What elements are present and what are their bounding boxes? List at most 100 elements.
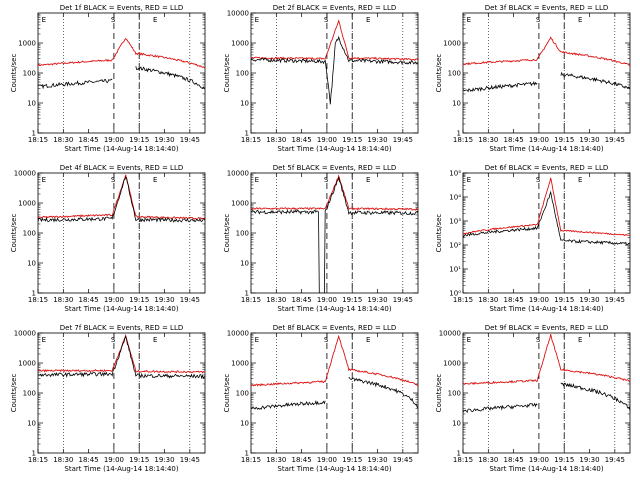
y-tick-label: 1 xyxy=(245,130,249,138)
marker-label: E xyxy=(153,336,157,344)
y-tick-label: 10⁰ xyxy=(449,290,461,298)
detector-panel-8: Det 8f BLACK = Events, RED = LLD 18:15 18:… xyxy=(223,324,419,473)
x-tick-label: 19:00 xyxy=(317,456,337,464)
panel-title: Det 2f BLACK = Events, RED = LLD xyxy=(273,4,396,12)
x-tick-label: 19:00 xyxy=(104,456,124,464)
y-tick-label: 1000 xyxy=(18,40,36,48)
y-tick-label: 100 xyxy=(236,230,249,238)
marker-label: E xyxy=(255,336,259,344)
marker-label: E xyxy=(42,16,46,24)
y-tick-label: 10000 xyxy=(14,170,36,178)
x-tick-label: 19:15 xyxy=(342,456,362,464)
y-tick-label: 1000 xyxy=(231,360,249,368)
x-tick-label: 18:30 xyxy=(53,456,73,464)
panel-title: Det 6f BLACK = Events, RED = LLD xyxy=(485,164,608,172)
x-tick-label: 19:45 xyxy=(393,296,413,304)
x-tick-label: 18:30 xyxy=(266,136,286,144)
y-tick-label: 10 xyxy=(240,420,249,428)
x-tick-label: 18:15 xyxy=(28,136,48,144)
x-tick-label: 19:30 xyxy=(579,136,599,144)
x-tick-label: 18:45 xyxy=(504,136,524,144)
y-axis-label: Counts/sec xyxy=(223,214,231,253)
detector-panel-9: Det 9f BLACK = Events, RED = LLD 18:15 18:… xyxy=(435,324,631,473)
marker-label: S xyxy=(111,16,116,24)
detector-panel-5: Det 5f BLACK = Events, RED = LLD 18:15 18:… xyxy=(223,164,419,313)
y-axis-label: Counts/sec xyxy=(223,54,231,93)
series-lld xyxy=(251,174,418,211)
x-tick-label: 18:30 xyxy=(478,136,498,144)
series-lld xyxy=(463,36,630,66)
x-tick-label: 19:00 xyxy=(104,296,124,304)
marker-label: S xyxy=(111,176,116,184)
x-tick-label: 18:15 xyxy=(241,296,261,304)
x-tick-label: 19:15 xyxy=(554,456,574,464)
x-tick-label: 19:45 xyxy=(605,136,625,144)
y-tick-label: 100 xyxy=(23,230,36,238)
x-tick-label: 18:30 xyxy=(266,456,286,464)
y-tick-label: 1000 xyxy=(18,200,36,208)
x-tick-label: 18:45 xyxy=(504,456,524,464)
y-tick-label: 10 xyxy=(27,420,36,428)
x-tick-label: 19:15 xyxy=(342,136,362,144)
y-tick-label: 10 xyxy=(452,420,461,428)
x-tick-label: 19:00 xyxy=(104,136,124,144)
series-events xyxy=(38,335,205,380)
series-lld xyxy=(463,334,630,386)
x-tick-label: 18:30 xyxy=(53,136,73,144)
x-tick-label: 19:15 xyxy=(342,296,362,304)
detector-panel-3: Det 3f BLACK = Events, RED = LLD 18:15 18:… xyxy=(435,4,631,153)
series-events xyxy=(463,71,630,93)
marker-label: E xyxy=(366,16,370,24)
x-tick-label: 18:45 xyxy=(504,296,524,304)
marker-label: E xyxy=(42,336,46,344)
series-events xyxy=(38,176,205,223)
x-axis-label: Start Time (14-Aug-14 18:14:40) xyxy=(277,145,391,153)
x-axis-label: Start Time (14-Aug-14 18:14:40) xyxy=(64,465,178,473)
x-tick-label: 18:15 xyxy=(28,456,48,464)
x-tick-label: 18:15 xyxy=(28,296,48,304)
x-tick-label: 19:00 xyxy=(529,456,549,464)
y-tick-label: 10 xyxy=(240,100,249,108)
x-tick-label: 19:30 xyxy=(154,456,174,464)
y-tick-label: 1 xyxy=(457,450,461,458)
y-tick-label: 1 xyxy=(245,450,249,458)
series-events xyxy=(251,35,418,105)
series-lld xyxy=(251,19,418,61)
y-tick-label: 10000 xyxy=(227,170,249,178)
y-tick-label: 1 xyxy=(245,290,249,298)
x-tick-label: 19:30 xyxy=(154,136,174,144)
y-tick-label: 1 xyxy=(32,450,36,458)
x-tick-label: 18:45 xyxy=(79,136,99,144)
panel-title: Det 8f BLACK = Events, RED = LLD xyxy=(273,324,396,332)
x-tick-label: 19:45 xyxy=(180,136,200,144)
x-tick-label: 19:30 xyxy=(367,296,387,304)
plot-frame xyxy=(462,172,631,294)
series-events xyxy=(463,190,630,246)
marker-label: E xyxy=(578,336,582,344)
marker-label: S xyxy=(536,176,541,184)
x-tick-label: 18:30 xyxy=(478,456,498,464)
y-tick-label: 10 xyxy=(27,100,36,108)
y-tick-label: 1000 xyxy=(231,40,249,48)
x-axis-label: Start Time (14-Aug-14 18:14:40) xyxy=(489,465,603,473)
y-tick-label: 1 xyxy=(457,130,461,138)
y-tick-label: 100 xyxy=(448,390,461,398)
y-axis-label: Counts/sec xyxy=(10,214,18,253)
x-tick-label: 18:45 xyxy=(79,296,99,304)
detector-panel-6: Det 6f BLACK = Events, RED = LLD 18:15 18:… xyxy=(435,164,631,313)
y-axis-label: Counts/sec xyxy=(435,214,443,253)
x-tick-label: 18:45 xyxy=(292,296,312,304)
x-tick-label: 19:45 xyxy=(605,296,625,304)
panel-title: Det 9f BLACK = Events, RED = LLD xyxy=(485,324,608,332)
marker-label: E xyxy=(366,336,370,344)
series-events xyxy=(463,382,630,413)
marker-label: E xyxy=(153,176,157,184)
x-tick-label: 18:15 xyxy=(453,296,473,304)
y-tick-label: 10 xyxy=(27,260,36,268)
y-tick-label: 1000 xyxy=(443,360,461,368)
x-tick-label: 19:00 xyxy=(317,296,337,304)
y-tick-label: 10000 xyxy=(227,10,249,18)
marker-label: E xyxy=(153,16,157,24)
x-tick-label: 19:30 xyxy=(579,296,599,304)
